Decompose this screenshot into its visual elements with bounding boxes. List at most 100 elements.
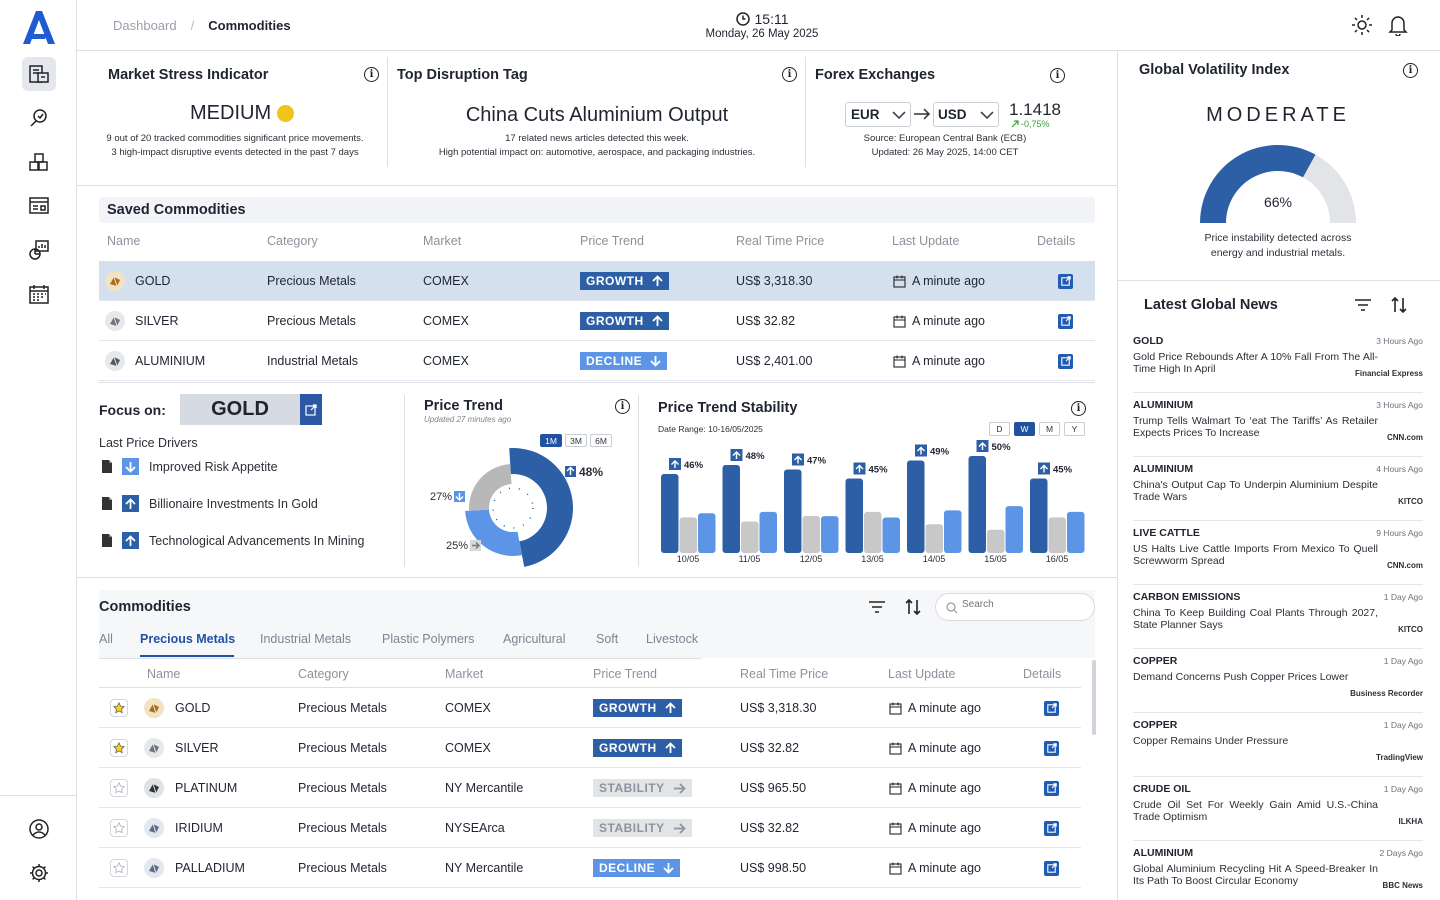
info-icon[interactable]: i: [364, 67, 379, 82]
disruption-note: High potential impact on: automotive, ae…: [438, 147, 756, 158]
details-link-icon[interactable]: [1058, 353, 1073, 369]
period-W-button[interactable]: W: [1014, 422, 1035, 436]
details-link-icon[interactable]: [1044, 700, 1059, 716]
range-3M-button[interactable]: 3M: [565, 434, 587, 447]
stability-bar: [1030, 478, 1048, 553]
news-headline[interactable]: Crude Oil Set For Weekly Gain Amid U.S.-…: [1133, 799, 1378, 823]
info-icon[interactable]: i: [615, 399, 630, 414]
favorite-star-icon[interactable]: [110, 859, 128, 877]
sort-icon[interactable]: [1390, 296, 1408, 314]
details-link-icon[interactable]: [1044, 740, 1059, 756]
theme-sun-icon[interactable]: [1351, 14, 1373, 36]
price-driver-item[interactable]: Improved Risk Appetite: [101, 458, 278, 475]
period-D-button[interactable]: D: [989, 422, 1010, 436]
news-headline[interactable]: Trump Tells Walmart To ‘eat The Tariffs’…: [1133, 415, 1378, 439]
search-field[interactable]: [935, 593, 1095, 621]
news-source: Financial Express: [1354, 369, 1423, 378]
price-driver-item[interactable]: Billionaire Investments In Gold: [101, 495, 318, 512]
nav-browser-icon[interactable]: [22, 189, 56, 223]
news-item[interactable]: COPPER 1 Day Ago Demand Concerns Push Copp…: [1133, 655, 1423, 711]
commodity-row[interactable]: SILVER Precious Metals COMEX GROWTH US$ 32.8…: [99, 728, 1081, 768]
info-icon[interactable]: i: [1071, 401, 1086, 416]
app-logo[interactable]: [20, 10, 56, 46]
nav-boxes-icon[interactable]: [22, 145, 56, 179]
currency-from-select[interactable]: EUR: [845, 102, 911, 127]
scrollbar[interactable]: [1092, 660, 1096, 735]
info-icon[interactable]: i: [1050, 68, 1065, 83]
news-item[interactable]: CARBON EMISSIONS 1 Day Ago China To Keep B…: [1133, 591, 1423, 647]
saved-commodity-row[interactable]: GOLD Precious Metals COMEX GROWTH US$ 3,318.…: [99, 261, 1095, 301]
settings-gear-icon[interactable]: [22, 856, 56, 890]
commodity-row[interactable]: PLATINUM Precious Metals NY Mercantile STAB…: [99, 768, 1081, 808]
news-headline[interactable]: US Halts Live Cattle Imports From Mexico…: [1133, 543, 1378, 567]
period-Y-button[interactable]: Y: [1064, 422, 1085, 436]
news-headline[interactable]: Copper Remains Under Pressure: [1133, 735, 1289, 747]
donut-slice: [469, 464, 512, 511]
forex-title: Forex Exchanges: [815, 67, 936, 83]
price-driver-item[interactable]: Technological Advancements In Mining: [101, 532, 364, 549]
tab-precious-metals[interactable]: Precious Metals: [140, 632, 236, 646]
commodity-row[interactable]: IRIDIUM Precious Metals NYSEArca STABILITY U…: [99, 808, 1081, 848]
news-headline[interactable]: China To Keep Building Coal Plants Throu…: [1133, 607, 1378, 631]
news-item[interactable]: ALUMINIUM 4 Hours Ago China's Output Cap T…: [1133, 463, 1423, 519]
favorite-star-icon[interactable]: [110, 739, 128, 757]
currency-to-select[interactable]: USD: [933, 102, 999, 127]
donut-slice-value: 48%: [579, 465, 603, 479]
info-icon[interactable]: i: [1403, 63, 1418, 78]
nav-calendar-icon[interactable]: [22, 277, 56, 311]
filter-icon[interactable]: [867, 599, 887, 615]
news-item[interactable]: GOLD 3 Hours Ago Gold Price Rebounds After…: [1133, 335, 1423, 391]
tab-agricultural[interactable]: Agricultural: [503, 632, 566, 646]
tab-all[interactable]: All: [99, 632, 113, 646]
tab-industrial-metals[interactable]: Industrial Metals: [260, 632, 352, 646]
news-item[interactable]: ALUMINIUM 2 Days Ago Global Aluminium Recy…: [1133, 847, 1423, 900]
saved-commodity-row[interactable]: ALUMINIUM Industrial Metals COMEX DECLINE US…: [99, 341, 1095, 381]
news-headline[interactable]: China's Output Cap To Underpin Aluminium…: [1133, 479, 1378, 503]
filter-icon[interactable]: [1353, 297, 1373, 313]
details-link-icon[interactable]: [1044, 860, 1059, 876]
details-link-icon[interactable]: [1058, 313, 1073, 329]
favorite-star-icon[interactable]: [110, 699, 128, 717]
news-headline[interactable]: Gold Price Rebounds After A 10% Fall Fro…: [1133, 351, 1378, 375]
commodity-row[interactable]: GOLD Precious Metals COMEX GROWTH US$ 3,318.…: [99, 688, 1081, 728]
sort-icon[interactable]: [904, 598, 922, 616]
nav-analytics-icon[interactable]: [22, 233, 56, 267]
focus-open-button[interactable]: [300, 394, 322, 425]
news-headline[interactable]: Demand Concerns Push Copper Prices Lower: [1133, 671, 1349, 683]
column-header: Price Trend: [580, 234, 644, 248]
nav-commodities-icon[interactable]: [22, 57, 56, 91]
details-link-icon[interactable]: [1058, 273, 1073, 289]
news-headline[interactable]: Global Aluminium Recycling Hit A Speed-B…: [1133, 863, 1378, 887]
profile-icon[interactable]: [22, 812, 56, 846]
news-category: ALUMINIUM: [1133, 399, 1194, 411]
favorite-star-icon[interactable]: [110, 779, 128, 797]
trend-cell: GROWTH: [593, 728, 682, 768]
stability-date-range: Date Range: 10-16/05/2025: [658, 424, 763, 434]
news-item[interactable]: LIVE CATTLE 9 Hours Ago US Halts Live Catt…: [1133, 527, 1423, 583]
gauge-fill: [1200, 144, 1316, 223]
column-header: Details: [1037, 234, 1076, 248]
news-item[interactable]: ALUMINIUM 3 Hours Ago Trump Tells Walmart …: [1133, 399, 1423, 455]
news-item[interactable]: CRUDE OIL 1 Day Ago Crude Oil Set For Week…: [1133, 783, 1423, 839]
search-input[interactable]: [962, 599, 1082, 610]
details-link-icon[interactable]: [1044, 820, 1059, 836]
sidebar-divider: [0, 795, 77, 796]
tab-soft[interactable]: Soft: [596, 632, 619, 646]
details-link-icon[interactable]: [1044, 780, 1059, 796]
favorite-star-icon[interactable]: [110, 819, 128, 837]
nav-search-icon[interactable]: [22, 101, 56, 135]
period-M-button[interactable]: M: [1039, 422, 1060, 436]
column-header: Details: [1023, 667, 1062, 681]
commodity-row[interactable]: PALLADIUM Precious Metals NY Mercantile DEC…: [99, 848, 1081, 888]
range-1M-button[interactable]: 1M: [540, 434, 562, 447]
column-header: Real Time Price: [736, 234, 825, 248]
tab-livestock[interactable]: Livestock: [646, 632, 699, 646]
news-item[interactable]: COPPER 1 Day Ago Copper Remains Under Pres…: [1133, 719, 1423, 775]
breadcrumb-dashboard[interactable]: Dashboard: [113, 18, 177, 33]
saved-commodity-row[interactable]: SILVER Precious Metals COMEX GROWTH US$ 32.8…: [99, 301, 1095, 341]
notification-bell-icon[interactable]: [1388, 14, 1408, 36]
range-6M-button[interactable]: 6M: [590, 434, 612, 447]
column-header: Category: [267, 234, 318, 248]
tab-plastic-polymers[interactable]: Plastic Polymers: [382, 632, 475, 646]
info-icon[interactable]: i: [782, 67, 797, 82]
